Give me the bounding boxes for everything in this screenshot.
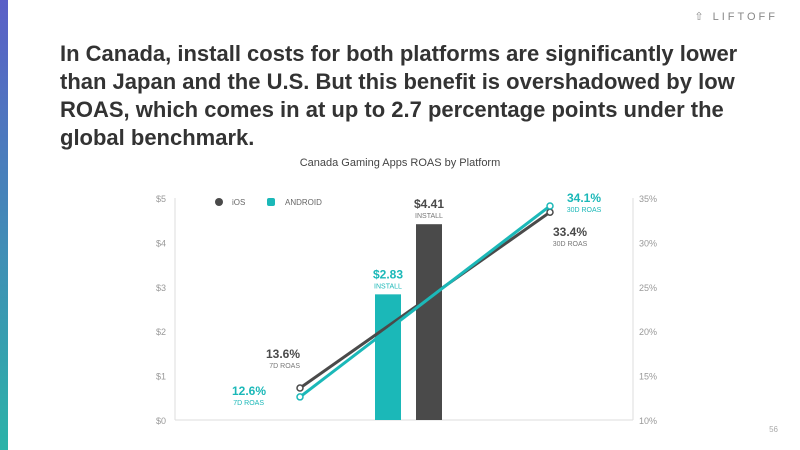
left-tick-label: $5 bbox=[156, 194, 166, 204]
left-tick-label: $2 bbox=[156, 327, 166, 337]
apple-icon bbox=[215, 198, 223, 206]
accent-stripe bbox=[0, 0, 8, 450]
android-icon bbox=[267, 198, 275, 206]
legend-android: ANDROID bbox=[285, 198, 322, 207]
right-tick-label: 25% bbox=[639, 283, 657, 293]
chart-title: Canada Gaming Apps ROAS by Platform bbox=[300, 157, 501, 169]
bar-sublabel: INSTALL bbox=[374, 283, 402, 290]
legend-ios: iOS bbox=[232, 198, 245, 207]
headline: In Canada, install costs for both platfo… bbox=[60, 41, 738, 150]
line-point bbox=[296, 384, 304, 392]
right-tick-label: 20% bbox=[639, 327, 657, 337]
line-point bbox=[546, 202, 554, 210]
line-sublabel: 7D ROAS bbox=[269, 363, 300, 370]
bar-value-label: $2.83 bbox=[373, 267, 403, 281]
page-number: 56 bbox=[769, 425, 778, 434]
line-value-label: 33.4% bbox=[553, 225, 587, 239]
line-point bbox=[296, 393, 304, 401]
line-point bbox=[546, 208, 554, 216]
bar-android bbox=[375, 294, 401, 420]
left-tick-label: $3 bbox=[156, 283, 166, 293]
liftoff-logo: ⇧ LIFTOFF bbox=[694, 10, 778, 24]
bar-ios bbox=[416, 224, 442, 420]
right-tick-label: 35% bbox=[639, 194, 657, 204]
line-sublabel: 7D ROAS bbox=[233, 400, 264, 407]
left-tick-label: $4 bbox=[156, 238, 166, 248]
right-tick-label: 15% bbox=[639, 372, 657, 382]
right-tick-label: 30% bbox=[639, 238, 657, 248]
line-sublabel: 30D ROAS bbox=[553, 241, 588, 248]
right-tick-label: 10% bbox=[639, 416, 657, 426]
line-sublabel: 30D ROAS bbox=[567, 207, 602, 214]
line-value-label: 13.6% bbox=[266, 347, 300, 361]
left-tick-label: $0 bbox=[156, 416, 166, 426]
bar-value-label: $4.41 bbox=[414, 197, 444, 211]
line-value-label: 12.6% bbox=[232, 384, 266, 398]
line-android bbox=[299, 204, 551, 399]
line-value-label: 34.1% bbox=[567, 191, 601, 205]
bar-sublabel: INSTALL bbox=[415, 213, 443, 220]
left-tick-label: $1 bbox=[156, 372, 166, 382]
rocket-icon: ⇧ bbox=[694, 11, 707, 23]
